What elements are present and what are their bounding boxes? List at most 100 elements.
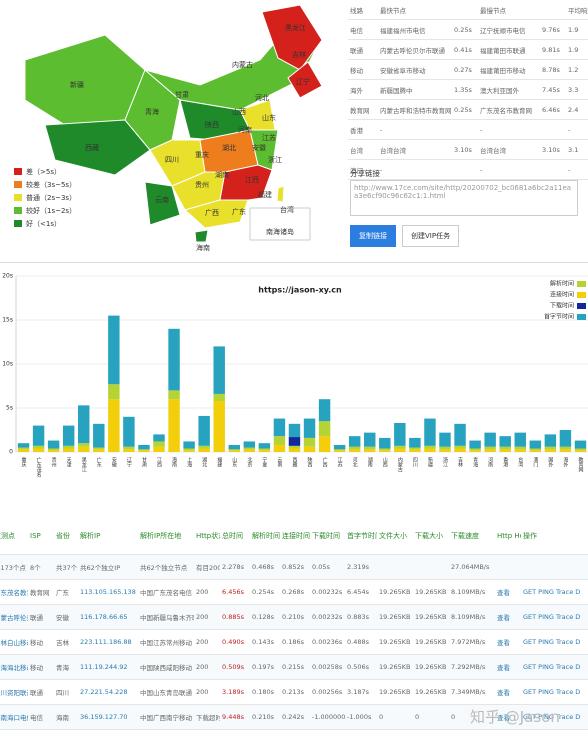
cell: 0.128s — [250, 604, 280, 630]
cell: 19.265KB — [413, 679, 449, 705]
x-tick-label: 山西 — [382, 456, 388, 468]
share-url[interactable]: http://www.17ce.com/site/http/20200702_b… — [350, 180, 578, 216]
cell: 查看 — [495, 654, 521, 680]
cell: 113.105.165.138 — [78, 579, 138, 605]
cell: 1.9 — [566, 19, 588, 40]
bar-segment — [168, 399, 180, 452]
x-tick-label: 吉林 — [457, 456, 463, 468]
cell: GET PING Trace D — [521, 604, 588, 630]
bar-segment — [93, 423, 105, 448]
row: 澳门 - - - — [348, 159, 588, 180]
bar-segment — [559, 430, 572, 447]
row: 四川资阳联通联通四川27.221.54.228中国山东青岛联通2003.189s… — [0, 679, 588, 705]
cell: 0.00256s — [310, 679, 345, 705]
cell: 0.210s — [250, 704, 280, 730]
vip-button[interactable]: 创建VIP任务 — [402, 225, 460, 247]
bar-segment — [409, 447, 421, 450]
bar-segment — [454, 448, 466, 452]
bar-segment — [258, 443, 271, 449]
bar-segment — [529, 448, 542, 451]
cell: 8.109MB/s — [449, 579, 495, 605]
x-tick-label: 云南 — [276, 457, 282, 467]
region-label: 吉林 — [292, 50, 306, 59]
bar-segment — [288, 423, 301, 438]
bar-segment — [93, 447, 105, 450]
cell: 解析IP所在地 — [138, 518, 194, 555]
bar-segment — [559, 446, 572, 450]
map: 南海诸岛 新疆 西藏 青海 甘肃 内蒙古 黑龙江 吉林 辽宁 河北 山西 陕西 … — [14, 4, 323, 252]
cell: 中国新疆乌鲁木齐联通 — [138, 604, 194, 630]
cell: 内蒙古呼伦贝尔联通 — [0, 604, 28, 630]
copy-button[interactable]: 复制链接 — [350, 225, 396, 247]
cell: 线路 — [348, 0, 378, 20]
bar-segment — [198, 445, 210, 449]
cell: 0.05s — [310, 554, 345, 580]
cell: 下载大小 — [413, 518, 449, 555]
chart-title: https://jason-xy.cn — [258, 286, 342, 295]
bar-segment — [243, 449, 256, 452]
bar-segment — [183, 448, 195, 451]
legend-label: 下载时间 — [550, 302, 574, 310]
bar-segment — [303, 446, 316, 452]
bar-segment — [32, 448, 45, 452]
region-label: 山西 — [232, 107, 246, 116]
bar-segment — [484, 449, 496, 452]
bar-segment — [348, 449, 361, 452]
cell: 电信 — [348, 19, 378, 40]
share-label: 分享链接 — [350, 169, 380, 178]
bar-segment — [394, 448, 406, 452]
cell: 3.187s — [345, 679, 377, 705]
x-tick-label: 安徽 — [111, 456, 117, 468]
region-label: 陕西 — [205, 120, 219, 129]
cell: 最快节点 — [378, 0, 452, 20]
cell: 9.448s — [220, 704, 250, 730]
cell: - — [378, 119, 452, 140]
cell: 0.210s — [280, 604, 310, 630]
region-label: 四川 — [165, 156, 179, 164]
x-tick-label: 山东 — [231, 456, 237, 467]
bar-segment — [454, 445, 466, 449]
x-tick-label: 四川 — [412, 457, 418, 467]
x-tick-label: 浙江 — [442, 456, 448, 468]
row: 海南海口电信电信海南36.159.127.70中国广西南宁移动下载超时9.448… — [0, 704, 588, 730]
cell: 吉林白山移动 — [0, 629, 28, 655]
bar-segment — [544, 434, 557, 447]
cell: 0 — [377, 704, 413, 730]
cell: 19.265KB — [413, 629, 449, 655]
bar-segment — [288, 445, 301, 449]
bar-segment — [213, 400, 225, 452]
cell: 安徽省阜市移动 — [378, 59, 452, 80]
cell — [452, 119, 478, 140]
bar-segment — [183, 441, 195, 449]
bar-segment — [364, 446, 376, 450]
row: 电信 福建福州市电信 0.25s 辽宁抚顺市电信 9.76s 1.9 — [348, 19, 588, 40]
bar-segment — [348, 436, 361, 447]
cell: 0.27s — [452, 59, 478, 80]
cell: 查看 — [495, 579, 521, 605]
bar-segment — [439, 449, 451, 452]
bar-segment — [108, 384, 120, 400]
bar-segment — [379, 448, 391, 451]
bar-segment — [394, 422, 406, 446]
row: 吉林白山移动移动吉林223.111.186.88中国江苏常州移动2000.490… — [0, 629, 588, 655]
region-label: 福建 — [258, 190, 272, 199]
cell: 0.41s — [452, 39, 478, 60]
cell: 有目200状态 — [194, 554, 220, 580]
bar-segment — [138, 450, 150, 452]
legend-label: 连接时间 — [550, 291, 574, 299]
cell: 0.143s — [250, 629, 280, 655]
cell: 1.9 — [566, 39, 588, 60]
bar-segment — [258, 448, 271, 451]
x-tick-label: 内蒙古 — [397, 456, 403, 473]
bar-segment — [379, 450, 391, 452]
region-label: 河北 — [255, 94, 269, 102]
region-label: 黑龙江 — [285, 23, 306, 32]
cell: 2.319s — [345, 554, 377, 580]
bar-segment — [379, 437, 391, 449]
bar-segment — [469, 448, 481, 451]
cell: 连接时间 — [280, 518, 310, 555]
legend-label: 首字节时间 — [544, 313, 574, 321]
y-tick-label: 15s — [2, 317, 13, 324]
cell: 7.292MB/s — [449, 654, 495, 680]
row: 内蒙古呼伦贝尔联通联通安徽116.178.66.65中国新疆乌鲁木齐联通2000… — [0, 604, 588, 630]
